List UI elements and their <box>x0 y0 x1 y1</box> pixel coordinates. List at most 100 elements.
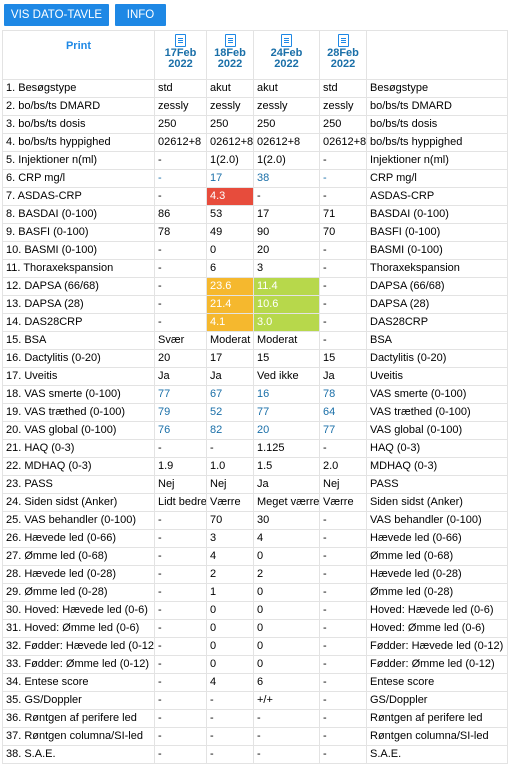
row-label: 26. Hævede led (0-66) <box>2 529 155 548</box>
value-cell: - <box>319 727 367 746</box>
table-row: 24. Siden sidst (Anker) Lidt bedre Værre Me… <box>2 493 508 512</box>
value-cell: - <box>319 637 367 656</box>
row-label: 22. MDHAQ (0-3) <box>2 457 155 476</box>
value-cell: 2 <box>253 565 320 584</box>
print-link[interactable]: Print <box>65 40 92 52</box>
table-row: 18. VAS smerte (0-100) 77 67 16 78 VAS smerte… <box>2 385 508 404</box>
document-icon[interactable] <box>224 34 236 47</box>
value-cell: - <box>319 331 367 350</box>
row-label-right: DAPSA (28) <box>366 295 508 314</box>
row-label: 24. Siden sidst (Anker) <box>2 493 155 512</box>
row-label: 2. bo/bs/ts DMARD <box>2 97 155 116</box>
value-cell: 76 <box>154 421 207 440</box>
date-column-3[interactable]: 24Feb 2022 <box>253 30 320 80</box>
value-cell: 1(2.0) <box>206 151 254 170</box>
value-cell: - <box>154 565 207 584</box>
value-cell: - <box>253 727 320 746</box>
table-body: 1. Besøgstype std akut akut std Besøgstype 2. … <box>2 79 508 764</box>
value-cell: 90 <box>253 223 320 242</box>
row-label-right: Entese score <box>366 673 508 692</box>
value-cell: std <box>319 79 367 98</box>
value-cell: - <box>154 709 207 728</box>
value-cell: 77 <box>154 385 207 404</box>
value-cell: 1.125 <box>253 439 320 458</box>
row-label: 28. Hævede led (0-28) <box>2 565 155 584</box>
row-label: 35. GS/Doppler <box>2 691 155 710</box>
vis-dato-tavle-button[interactable]: VIS DATO-TAVLE <box>4 4 109 26</box>
table-row: 37. Røntgen columna/SI-led - - - - Røntgen co… <box>2 727 508 746</box>
row-label-right: PASS <box>366 475 508 494</box>
row-label-right: Thoraxekspansion <box>366 259 508 278</box>
value-cell: - <box>154 583 207 602</box>
date-year: 2022 <box>330 58 356 70</box>
table-row: 19. VAS træthed (0-100) 79 52 77 64 VAS træth… <box>2 403 508 422</box>
value-cell: - <box>154 691 207 710</box>
info-button[interactable]: INFO <box>115 4 166 26</box>
date-column-4[interactable]: 28Feb 2022 <box>319 30 367 80</box>
value-cell: 53 <box>206 205 254 224</box>
value-cell: 4 <box>206 547 254 566</box>
row-label-right: Fødder: Ømme led (0-12) <box>366 655 508 674</box>
table-row: 27. Ømme led (0-68) -4 0- Ømme led (0-68) <box>2 547 508 566</box>
row-label: 16. Dactylitis (0-20) <box>2 349 155 368</box>
document-icon[interactable] <box>281 34 292 47</box>
row-label-right: bo/bs/ts dosis <box>366 115 508 134</box>
table-row: 6. CRP mg/l -17 38- CRP mg/l <box>2 169 508 188</box>
value-cell: - <box>154 745 207 764</box>
header-empty-cell <box>366 30 508 80</box>
value-cell: 70 <box>319 223 367 242</box>
value-cell: 02612+8 <box>253 133 320 152</box>
row-label-right: Røntgen columna/SI-led <box>366 727 508 746</box>
row-label: 17. Uveitis <box>2 367 155 386</box>
value-cell: - <box>154 655 207 674</box>
value-cell: - <box>206 745 254 764</box>
value-cell: Værre <box>206 493 254 512</box>
value-cell: - <box>154 727 207 746</box>
row-label: 33. Fødder: Ømme led (0-12) <box>2 655 155 674</box>
value-cell: - <box>319 187 367 206</box>
value-cell: - <box>319 313 367 332</box>
row-label: 15. BSA <box>2 331 155 350</box>
value-cell: zessly <box>253 97 320 116</box>
value-cell: zessly <box>154 97 207 116</box>
value-cell: 0 <box>253 547 320 566</box>
row-label-right: Uveitis <box>366 367 508 386</box>
value-cell: 21.4 <box>206 295 254 314</box>
value-cell: +/+ <box>253 691 320 710</box>
value-cell: 250 <box>206 115 254 134</box>
value-cell: - <box>154 601 207 620</box>
value-cell: 30 <box>253 511 320 530</box>
data-table: Print 17Feb 2022 18Feb 2022 24Feb 2022 2… <box>2 30 508 764</box>
value-cell: 4 <box>206 673 254 692</box>
date-column-2[interactable]: 18Feb 2022 <box>206 30 254 80</box>
value-cell: Ja <box>319 367 367 386</box>
row-label-right: Hævede led (0-66) <box>366 529 508 548</box>
value-cell: 0 <box>253 619 320 638</box>
date-column-1[interactable]: 17Feb 2022 <box>154 30 207 80</box>
table-row: 13. DAPSA (28) -21.4 10.6- DAPSA (28) <box>2 295 508 314</box>
row-label: 8. BASDAI (0-100) <box>2 205 155 224</box>
table-row: 30. Hoved: Hævede led (0-6) -0 0- Hoved: Hæ… <box>2 601 508 620</box>
value-cell: 20 <box>253 241 320 260</box>
table-row: 12. DAPSA (66/68) -23.6 11.4- DAPSA (66/68) <box>2 277 508 296</box>
value-cell: - <box>319 655 367 674</box>
value-cell: - <box>154 637 207 656</box>
table-row: 16. Dactylitis (0-20) 20 17 15 15 Dactylitis … <box>2 349 508 368</box>
value-cell: - <box>154 439 207 458</box>
value-cell: Nej <box>319 475 367 494</box>
value-cell: 0 <box>206 655 254 674</box>
row-label-right: BASDAI (0-100) <box>366 205 508 224</box>
value-cell: Værre <box>319 493 367 512</box>
row-label: 13. DAPSA (28) <box>2 295 155 314</box>
value-cell: 10.6 <box>253 295 320 314</box>
table-row: 36. Røntgen af perifere led - - - - Røntgen a… <box>2 709 508 728</box>
value-cell: - <box>206 439 254 458</box>
value-cell: 02612+8 <box>154 133 207 152</box>
document-icon[interactable] <box>175 34 186 47</box>
table-row: 9. BASFI (0-100) 78 49 90 70 BASFI (0-100) <box>2 223 508 242</box>
row-label: 36. Røntgen af perifere led <box>2 709 155 728</box>
value-cell: Ja <box>206 367 254 386</box>
value-cell: Nej <box>154 475 207 494</box>
document-icon[interactable] <box>337 34 349 47</box>
value-cell: 3 <box>253 259 320 278</box>
